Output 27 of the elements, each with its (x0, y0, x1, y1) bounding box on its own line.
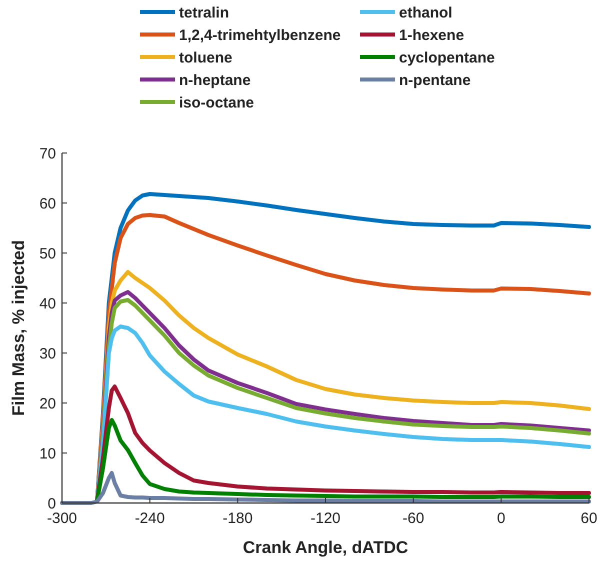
legend-label: n-heptane (179, 72, 251, 89)
legend-label: 1-hexene (399, 26, 464, 44)
legend-label: cyclopentane (399, 49, 495, 66)
y-tick-label: 60 (39, 195, 56, 212)
x-tick-label: -300 (46, 510, 78, 527)
y-tick-label: 50 (39, 245, 56, 262)
x-tick-label: -60 (402, 510, 424, 527)
y-axis-title: Film Mass, % injected (9, 240, 28, 416)
legend-label: 1,2,4-trimehtylbenzene (179, 26, 341, 44)
x-axis-title: Crank Angle, dATDC (242, 538, 408, 557)
y-tick-label: 20 (39, 395, 56, 412)
legend-label: tetralin (179, 4, 230, 22)
y-tick-label: 30 (39, 345, 56, 362)
legend-label: toluene (179, 49, 232, 66)
x-tick-label: 60 (580, 510, 598, 527)
y-tick-label: 0 (48, 495, 56, 512)
legend-label: ethanol (399, 4, 452, 22)
x-tick-label: -120 (310, 510, 341, 527)
line-series (95, 418, 591, 502)
x-tick-label: 0 (496, 510, 506, 527)
legend-label: iso-octane (179, 94, 254, 112)
x-tick-label: -180 (222, 510, 253, 527)
legend-label: n-pentane (399, 72, 471, 89)
y-tick-label: 70 (39, 145, 56, 162)
x-tick-label: -240 (134, 510, 165, 527)
y-tick-label: 40 (39, 295, 56, 312)
y-tick-label: 10 (39, 445, 56, 462)
